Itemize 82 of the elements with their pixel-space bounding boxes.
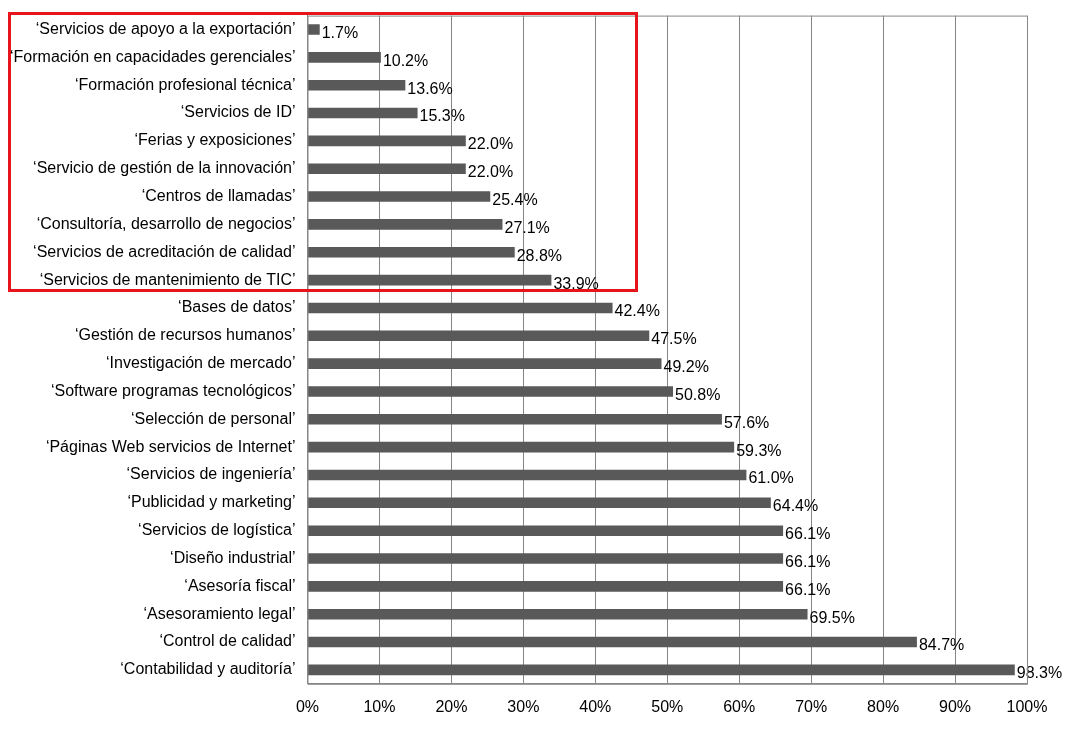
data-label: 13.6% [407, 79, 453, 97]
bar [307, 163, 466, 175]
x-tick-label: 40% [579, 697, 612, 715]
y-tick-label: ‘Ferias y exposiciones’ [134, 131, 296, 149]
y-tick-label: ‘Consultoría, desarrollo de negocios’ [36, 214, 296, 232]
data-label: 66.1% [785, 580, 831, 598]
y-tick-label: ‘Software programas tecnológicos’ [50, 381, 296, 399]
data-label: 69.5% [809, 608, 855, 626]
bar [307, 302, 613, 314]
data-label: 33.9% [553, 274, 599, 292]
bar [307, 358, 662, 369]
y-tick-label: ‘Control de calidad’ [159, 632, 296, 650]
data-label: 1.7% [321, 23, 359, 41]
bar [307, 441, 735, 453]
y-tick-label: ‘Servicio de gestión de la innovación’ [33, 159, 296, 177]
bar [307, 219, 503, 230]
bar [307, 581, 784, 592]
data-label: 47.5% [651, 330, 697, 348]
data-label: 25.4% [492, 190, 538, 208]
bar [307, 497, 771, 509]
data-label: 66.1% [785, 525, 831, 543]
bar [307, 553, 784, 564]
y-tick-label: ‘Contabilidad y auditoría’ [120, 660, 296, 678]
bar [307, 52, 381, 63]
data-label: 10.2% [382, 51, 429, 69]
bar [307, 246, 515, 258]
data-label: 15.3% [419, 107, 465, 125]
data-label: 22.0% [467, 163, 514, 181]
x-tick-label: 100% [1006, 697, 1048, 715]
bar [307, 386, 673, 397]
data-label: 59.3% [736, 441, 782, 459]
bar [307, 135, 466, 147]
x-tick-label: 10% [363, 697, 396, 715]
data-label: 42.4% [614, 302, 660, 320]
y-tick-label: ‘Investigación de mercado’ [106, 354, 296, 372]
x-tick-label: 60% [723, 697, 756, 715]
data-label: 27.1% [504, 218, 550, 236]
y-tick-label: ‘Formación en capacidades gerenciales’ [9, 47, 296, 65]
bar [307, 274, 552, 286]
y-tick-label: ‘Publicidad y marketing’ [127, 493, 296, 511]
y-tick-label: ‘Asesoría fiscal’ [184, 576, 296, 594]
y-tick-label: ‘Servicios de ingeniería’ [126, 465, 296, 483]
y-tick-label: ‘Bases de datos’ [178, 298, 296, 316]
bar [307, 636, 917, 648]
data-label: 61.0% [748, 469, 794, 487]
bar [307, 107, 418, 119]
y-tick-label: ‘Centros de llamadas’ [141, 186, 296, 204]
bar [307, 24, 320, 35]
data-label: 50.8% [675, 385, 721, 403]
y-tick-label: ‘Servicios de acreditación de calidad’ [33, 242, 296, 260]
x-tick-label: 90% [939, 697, 972, 715]
x-tick-label: 30% [507, 697, 540, 715]
bar [307, 191, 491, 202]
y-tick-label: ‘Servicios de apoyo a la exportación’ [35, 19, 296, 37]
y-tick-label: ‘Páginas Web servicios de Internet’ [45, 437, 296, 455]
data-label: 28.8% [516, 246, 563, 264]
bar [307, 414, 722, 425]
y-tick-label: ‘Gestión de recursos humanos’ [74, 326, 296, 344]
y-tick-label: ‘Asesoramiento legal’ [143, 604, 296, 622]
data-label: 49.2% [663, 358, 709, 376]
x-tick-label: 80% [867, 697, 900, 715]
x-tick-label: 50% [651, 697, 684, 715]
data-label: 84.7% [918, 636, 965, 654]
y-tick-label: ‘Selección de personal’ [130, 409, 296, 427]
bar [307, 79, 406, 91]
x-tick-label: 70% [795, 697, 828, 715]
bar [307, 608, 808, 620]
bar [307, 525, 784, 536]
bar [307, 664, 1015, 676]
y-tick-label: ‘Formación profesional técnica’ [74, 75, 296, 93]
y-tick-label: ‘Servicios de mantenimiento de TIC’ [39, 270, 296, 288]
data-label: 64.4% [772, 497, 819, 515]
bar [307, 469, 747, 481]
y-tick-label: ‘Servicios de logística’ [138, 521, 296, 539]
y-tick-label: ‘Servicios de ID’ [180, 103, 296, 121]
x-tick-label: 20% [435, 697, 468, 715]
data-label: 22.0% [467, 135, 514, 153]
data-label: 57.6% [723, 413, 770, 431]
x-tick-label: 0% [295, 697, 320, 715]
bar [307, 330, 650, 342]
y-tick-label: ‘Diseño industrial’ [170, 548, 296, 566]
data-label: 66.1% [785, 552, 831, 570]
